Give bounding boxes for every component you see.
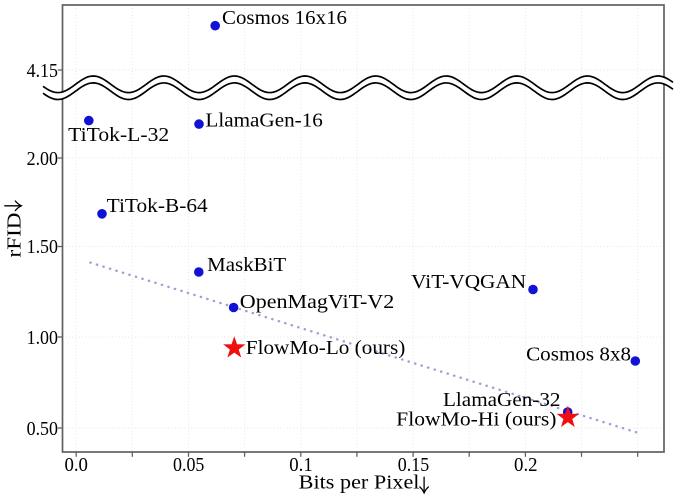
svg-text:ViT-VQGAN: ViT-VQGAN (411, 272, 526, 293)
svg-text:1.00: 1.00 (27, 328, 59, 349)
svg-text:LlamaGen-32: LlamaGen-32 (443, 390, 561, 411)
svg-text:4.15: 4.15 (27, 61, 59, 82)
svg-text:FlowMo-Lo (ours): FlowMo-Lo (ours) (246, 338, 405, 359)
svg-text:Bits per Pixel: Bits per Pixel (299, 473, 420, 494)
svg-text:TiTok-L-32: TiTok-L-32 (68, 125, 169, 146)
svg-text:FlowMo-Hi (ours): FlowMo-Hi (ours) (396, 410, 556, 431)
svg-text:LlamaGen-16: LlamaGen-16 (205, 111, 323, 132)
svg-text:Cosmos 16x16: Cosmos 16x16 (222, 8, 347, 29)
svg-text:rFID: rFID (5, 213, 26, 258)
svg-text:0.1: 0.1 (289, 455, 313, 476)
svg-text:0.2: 0.2 (514, 455, 538, 476)
svg-text:MaskBiT: MaskBiT (207, 255, 286, 276)
svg-text:TiTok-B-64: TiTok-B-64 (107, 196, 208, 217)
svg-text:OpenMagViT-V2: OpenMagViT-V2 (240, 292, 394, 313)
svg-text:0.05: 0.05 (173, 455, 205, 476)
svg-text:1.50: 1.50 (27, 237, 59, 258)
svg-text:0.0: 0.0 (64, 455, 88, 476)
svg-text:0.15: 0.15 (398, 455, 430, 476)
svg-text:Cosmos 8x8: Cosmos 8x8 (526, 344, 631, 365)
svg-text:0.50: 0.50 (27, 419, 59, 440)
svg-text:2.00: 2.00 (27, 149, 59, 170)
